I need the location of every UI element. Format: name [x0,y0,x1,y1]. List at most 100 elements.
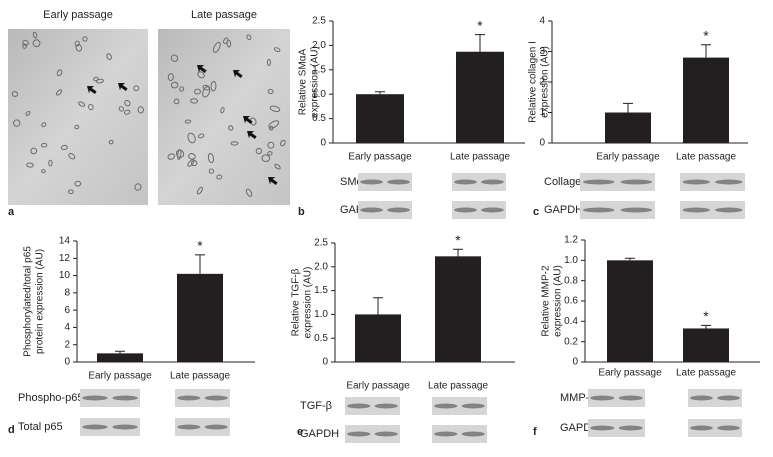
y-tick-label: 2 [64,339,70,350]
x-tick-label: Late passage [676,368,736,379]
cell [60,144,68,151]
panel-letter: d [8,424,15,436]
y-axis-label: protein expression (AU) [35,249,46,354]
y-axis-label: expression (AU) [310,46,321,118]
y-tick-label: 1.5 [312,64,326,75]
cell [246,34,252,41]
y-axis-label: expression (AU) [303,267,314,339]
blot-band [434,431,458,437]
bar [605,112,651,143]
bar [607,260,653,362]
cell [196,186,203,195]
y-tick-label: 1.5 [314,285,328,296]
y-tick-label: 8 [64,287,70,298]
cell [26,162,34,168]
y-tick-label: 4 [539,16,545,27]
cell [106,53,112,60]
cell [269,105,281,112]
y-tick-label: 6 [64,305,70,316]
blot-band [434,403,458,409]
blot-band [618,425,643,431]
arrow [247,131,257,139]
axis [76,241,255,363]
arrow [268,177,278,185]
x-tick-label: Early passage [346,381,410,392]
blot [688,419,742,437]
cell [167,73,174,82]
cell [167,153,176,160]
blot-label: MMP-2 [560,392,595,404]
cell [197,71,205,79]
blot-label: Phospho-p65 [18,392,83,404]
blot-band [374,431,398,437]
cell [188,153,196,160]
panel-letter: e [297,426,303,438]
cell [190,98,199,104]
cell [68,189,74,195]
cell [228,125,234,131]
y-axis-label: Phosphorylated/total p65 [23,246,34,357]
blot-band [347,431,371,437]
y-tick-label: 0 [539,138,545,149]
blot-band [360,207,383,213]
blot-band [717,425,740,431]
arrow [197,65,207,73]
cell [274,163,281,170]
blot [345,425,400,443]
cell [268,125,274,131]
y-tick-label: 0 [320,138,326,149]
blot-label: GAPDH [544,204,583,216]
blot-band [204,395,228,401]
cell [41,122,47,128]
blot [175,389,230,407]
blot-band [590,395,615,401]
blot-band [82,395,108,401]
bar [683,328,729,362]
cell [184,119,192,124]
blot-band [347,403,371,409]
error-bar [625,257,635,261]
cell [22,39,29,46]
arrow [233,70,243,78]
y-axis-label: Relative MMP-2 [541,265,552,337]
error-bar [701,44,711,58]
cell [268,120,280,129]
blot-band [682,179,710,185]
cell [220,107,225,114]
cell [245,188,253,197]
blot [432,425,487,443]
blot [688,389,742,407]
blot-band [374,403,398,409]
cell [280,139,286,147]
cell [75,44,83,52]
y-tick-label: 2.5 [314,238,328,249]
cells [11,31,286,197]
panel-letter: b [298,206,305,218]
blot-band [620,179,652,185]
blot-band [618,395,643,401]
cell [230,141,239,146]
blot-band [717,395,740,401]
cell [22,43,27,49]
blot [452,173,506,191]
y-tick-label: 1 [539,107,545,118]
panel-letter: a [8,206,15,218]
annotation: * [703,27,709,43]
cell [187,132,196,144]
blot-band [461,403,485,409]
blot-band [454,179,477,185]
arrow [118,83,128,91]
blot-band [82,424,108,430]
blot [588,419,645,437]
arrow [243,116,253,124]
cell [32,31,38,39]
cell [108,139,114,145]
cell [255,147,262,155]
error-bar [195,254,205,274]
blot [80,418,140,436]
y-tick-label: 14 [59,236,71,247]
cell [266,58,271,67]
cell [179,86,185,92]
cell [133,85,140,92]
bar [435,256,481,362]
